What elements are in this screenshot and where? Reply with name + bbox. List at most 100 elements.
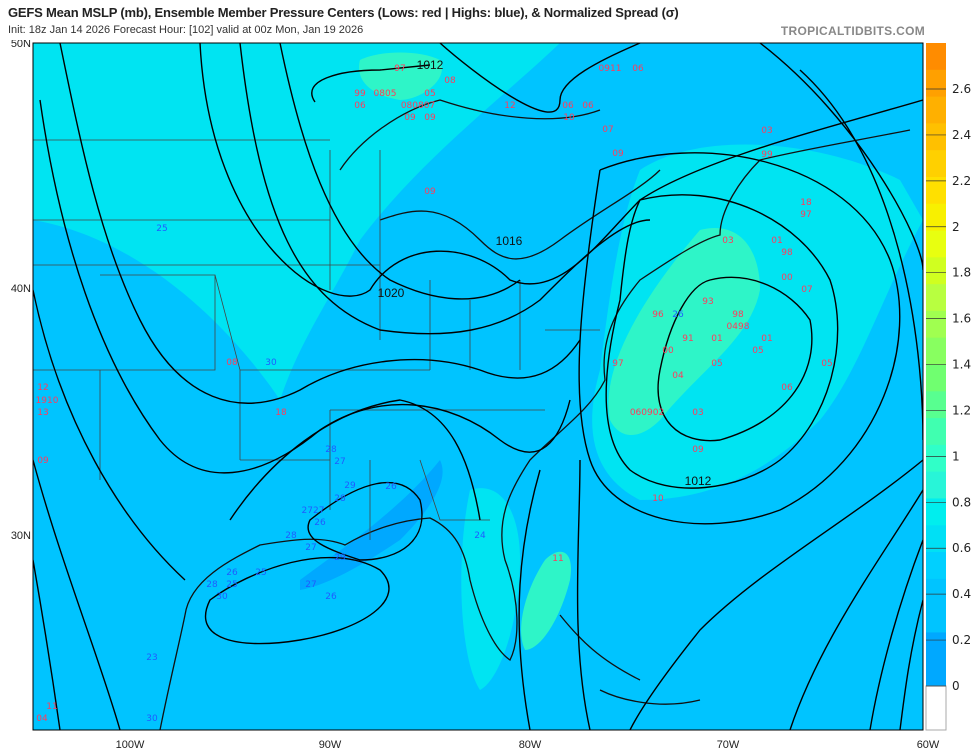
low-center-label: 03 [722, 236, 733, 246]
low-center-label: 09 [612, 149, 624, 159]
low-center-label: 98 [732, 310, 744, 320]
low-center-label: 06 [781, 383, 793, 393]
colorbar-bin [926, 525, 946, 553]
colorbar-bin [926, 230, 946, 258]
spread-area-cyan [461, 488, 520, 690]
low-center-label: 08 [444, 76, 456, 86]
low-center-label: 01 [711, 334, 722, 344]
low-center-label: 91 [682, 334, 693, 344]
colorbar-label: 2.6 [952, 82, 971, 96]
low-center-label: 05 [424, 89, 435, 99]
low-center-label: 05 [752, 346, 763, 356]
low-center-label: 06 [562, 101, 574, 111]
low-center-label: 99 [761, 150, 773, 160]
low-center-label: 99 [354, 89, 366, 99]
colorbar-label: 0.6 [952, 541, 971, 555]
colorbar-bin [925, 685, 947, 731]
low-center-label: 09 [404, 113, 416, 123]
colorbar-label: 0.4 [952, 587, 971, 601]
colorbar-bin [926, 150, 946, 178]
colorbar-label: 1.4 [952, 358, 971, 372]
colorbar-bin [926, 578, 946, 607]
high-center-label: 30 [146, 714, 158, 724]
high-center-label: 30 [216, 592, 228, 602]
high-center-label: 25 [255, 568, 266, 578]
colorbar-bin [926, 69, 946, 98]
colorbar-bin [926, 632, 946, 660]
isobar-label: 1012 [417, 58, 444, 72]
low-center-label: 0805 [374, 89, 397, 99]
colorbar-bin [926, 176, 946, 205]
low-center-label: 09 [37, 456, 49, 466]
low-center-label: 05 [711, 359, 722, 369]
high-center-label: 26 [314, 518, 326, 528]
colorbar-bin [926, 498, 946, 526]
spread-area-green [608, 228, 760, 435]
high-center-label: 26 [385, 482, 397, 492]
colorbar-bin [926, 203, 946, 232]
colorbar-label: 1.2 [952, 403, 971, 417]
low-center-label: 11 [552, 554, 563, 564]
lon-label: 100W [116, 739, 145, 750]
colorbar-bin [926, 310, 946, 339]
colorbar-bin [926, 123, 946, 151]
low-center-label: 11 [46, 702, 57, 712]
lon-label: 70W [717, 739, 740, 750]
high-center-label: 25 [226, 580, 237, 590]
colorbar-label: 1.8 [952, 266, 971, 280]
low-center-label: 18 [275, 408, 287, 418]
spread-area-green [521, 551, 571, 650]
low-center-label: 97 [800, 210, 811, 220]
high-center-label: 25 [156, 224, 167, 234]
brand-watermark: TROPICALTIDBITS.COM [780, 24, 925, 38]
colorbar-bin [926, 337, 946, 365]
low-center-label: 00 [662, 346, 674, 356]
high-center-label: 28 [334, 494, 346, 504]
isobar-label: 1016 [496, 234, 523, 248]
high-center-label: 28 [325, 445, 337, 455]
high-center-label: 27 [334, 457, 345, 467]
low-center-label: 06 [354, 101, 366, 111]
high-center-label: 23 [146, 653, 157, 663]
spread-area-cyan [33, 43, 560, 400]
high-center-label: 28 [206, 580, 218, 590]
high-center-label: 26 [325, 592, 337, 602]
low-center-label: 04 [36, 714, 48, 724]
colorbar-bin [926, 418, 946, 446]
low-center-label: 18 [800, 198, 812, 208]
high-center-label: 29 [334, 553, 346, 563]
low-center-label: 080807 [401, 101, 435, 111]
low-center-label: 01 [761, 334, 772, 344]
low-center-label: 10 [563, 113, 575, 123]
colorbar-label: 2 [952, 220, 960, 234]
colorbar-bin [926, 471, 946, 499]
low-center-label: 01 [771, 236, 782, 246]
colorbar-bin [926, 605, 946, 633]
low-center-label: 06 [582, 101, 594, 111]
low-center-label: 93 [702, 297, 713, 307]
low-center-label: 07 [602, 125, 613, 135]
low-center-label: 060902 [630, 408, 664, 418]
isobars [33, 43, 923, 730]
low-center-label: 00 [781, 273, 793, 283]
low-center-label: 08 [226, 358, 238, 368]
colorbar-label: 0 [952, 679, 960, 693]
high-center-label: 27 [305, 580, 316, 590]
low-center-label: 0911 [599, 64, 622, 74]
colorbar-bin [926, 43, 946, 71]
isobar-label: 1012 [685, 474, 712, 488]
high-center-label: 26 [672, 310, 684, 320]
low-center-label: 98 [781, 248, 793, 258]
lon-label: 90W [319, 739, 342, 750]
low-center-label: 96 [652, 310, 664, 320]
colorbar-bin [926, 391, 946, 419]
colorbar-bin [926, 284, 946, 312]
colorbar-bin [926, 444, 946, 473]
low-center-label: 0498 [727, 322, 750, 332]
high-center-label: 30 [265, 358, 277, 368]
high-center-label: 26 [226, 568, 238, 578]
lat-label: 50N [11, 40, 31, 50]
high-center-label: 27 [305, 543, 316, 553]
colorbar-bin [926, 659, 946, 687]
